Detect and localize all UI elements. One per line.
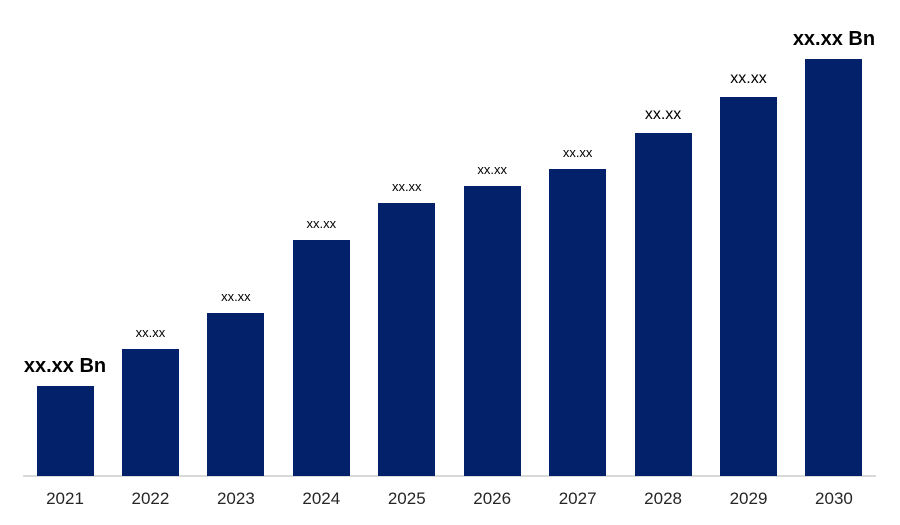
bar-value-label-2026: xx.xx (477, 162, 507, 177)
bar-2023 (207, 313, 265, 476)
bar-value-label-2021: xx.xx Bn (23, 355, 107, 377)
bar-2021 (36, 386, 94, 476)
x-axis-line (23, 475, 876, 477)
bar-value-label-2023: xx.xx (221, 289, 251, 304)
bar-value-label-2030: xx.xx Bn (792, 28, 876, 50)
x-tick-2026: 2026 (473, 489, 512, 508)
bar-2030 (805, 59, 863, 476)
bar-2022 (121, 349, 179, 476)
x-tick-2024: 2024 (302, 489, 341, 508)
x-tick-2029: 2029 (729, 489, 768, 508)
x-tick-2022: 2022 (131, 489, 170, 508)
bar-value-label-2022: xx.xx (135, 325, 166, 340)
bar-2028 (634, 133, 692, 476)
x-tick-2030: 2030 (815, 489, 853, 508)
bar-value-label-2027: xx.xx (562, 145, 593, 160)
bar-value-label-2025: xx.xx (391, 179, 422, 194)
bar-2027 (549, 169, 607, 476)
bar-2025 (378, 203, 436, 476)
x-tick-2021: 2021 (46, 489, 84, 508)
x-tick-2028: 2028 (644, 489, 682, 508)
bar-2024 (292, 240, 350, 476)
x-tick-2023: 2023 (216, 489, 255, 508)
bar-value-label-2028: xx.xx (644, 106, 682, 123)
bar-2029 (720, 97, 778, 476)
x-tick-2025: 2025 (387, 489, 426, 508)
bar-value-label-2024: xx.xx (306, 216, 337, 231)
bar-2026 (463, 186, 521, 476)
bar-value-label-2029: xx.xx (730, 70, 767, 87)
x-tick-2027: 2027 (558, 489, 597, 508)
